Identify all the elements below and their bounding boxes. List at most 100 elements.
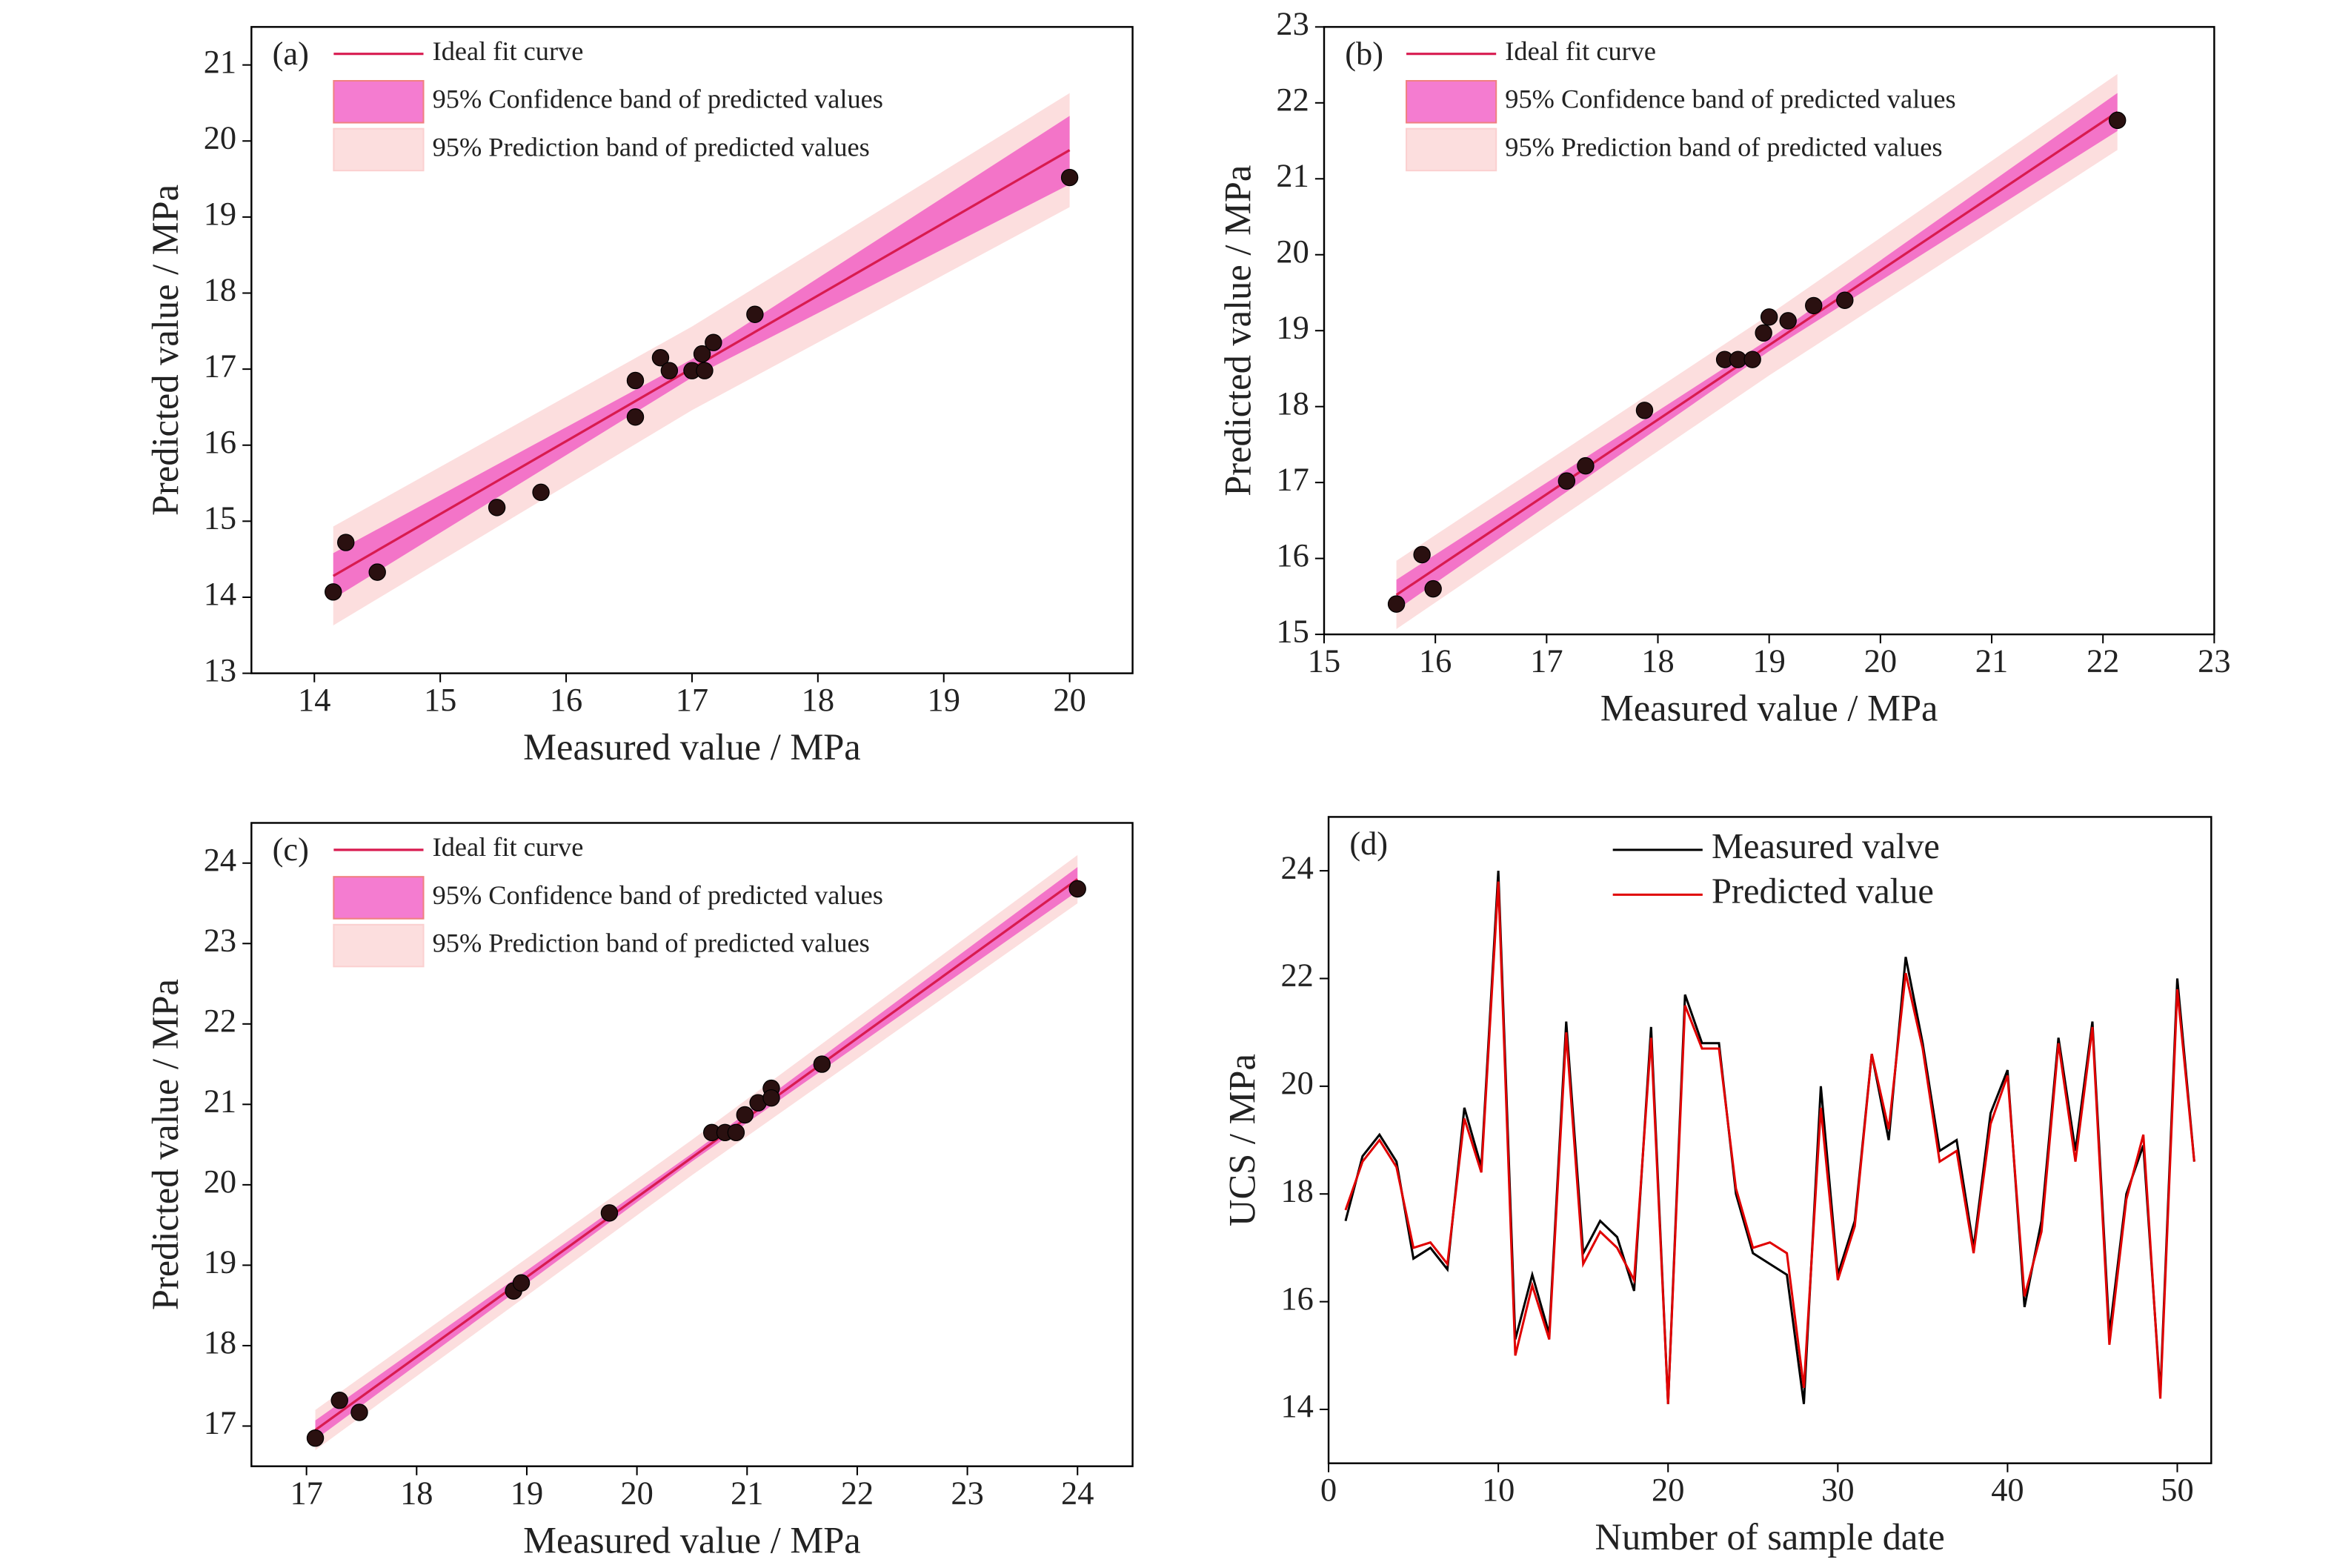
point: [1755, 324, 1772, 342]
point: [488, 499, 506, 516]
y-tick-label: 18: [1276, 385, 1309, 422]
series-line: [1344, 871, 2195, 1404]
point: [600, 1204, 619, 1222]
panel-label: (d): [1349, 825, 1388, 862]
point: [2109, 111, 2127, 130]
point: [1805, 296, 1823, 315]
y-tick-label: 15: [1276, 612, 1309, 649]
y-axis-label: Predicted value / MPa: [1217, 165, 1259, 496]
legend-label: Measured valve: [1712, 827, 1940, 866]
x-tick-label: 19: [1752, 642, 1785, 680]
y-tick-label: 16: [1276, 536, 1309, 574]
x-tick-label: 16: [1419, 642, 1452, 680]
point: [1779, 312, 1797, 330]
y-tick-label: 22: [204, 1002, 236, 1039]
x-tick-label: 15: [424, 681, 456, 718]
panel: Ideal fit curve 95% Confidence band of pr…: [144, 822, 1134, 1561]
point: [736, 1106, 754, 1124]
point: [350, 1403, 368, 1421]
y-axis-label: Predicted value / MPa: [144, 185, 186, 516]
y-tick-label: 15: [204, 499, 236, 536]
x-tick-label: 18: [400, 1474, 433, 1511]
fit-line: [314, 878, 1079, 1432]
x-tick-label: 14: [298, 681, 330, 718]
y-tick-label: 19: [1276, 308, 1309, 345]
legend-label: 95% Prediction band of predicted values: [433, 928, 870, 957]
y-tick-label: 20: [1276, 233, 1309, 270]
legend-label: Predicted value: [1712, 872, 1934, 911]
y-tick-label: 19: [204, 195, 236, 232]
point: [1729, 351, 1747, 368]
x-tick-label: 21: [1975, 642, 2008, 680]
y-tick-label: 16: [204, 423, 236, 460]
x-tick-label: 20: [1864, 642, 1897, 680]
legend-patch: [333, 127, 425, 172]
x-tick-label: 23: [951, 1474, 983, 1511]
panel-label: (a): [273, 35, 309, 72]
point: [1760, 308, 1778, 326]
x-tick-label: 20: [620, 1474, 653, 1511]
y-tick-label: 21: [1276, 156, 1309, 193]
x-tick-label: 19: [511, 1474, 543, 1511]
x-tick-label: 40: [1991, 1471, 2024, 1508]
plot-frame: [1327, 816, 2212, 1464]
y-axis-label: Predicted value / MPa: [144, 979, 186, 1310]
confidence-band: [1396, 93, 2118, 611]
legend-patch: [333, 876, 425, 920]
x-axis-label: Measured value / MPa: [1600, 688, 1938, 729]
legend-label: 95% Prediction band of predicted values: [1505, 132, 1942, 162]
point: [1836, 291, 1854, 309]
x-tick-label: 18: [1641, 642, 1674, 680]
point: [1743, 351, 1761, 368]
point: [1060, 168, 1079, 187]
legend-label: Ideal fit curve: [433, 36, 584, 66]
point: [651, 349, 670, 367]
y-tick-label: 23: [204, 921, 236, 958]
x-tick-label: 0: [1320, 1471, 1337, 1508]
x-tick-label: 30: [1821, 1471, 1854, 1508]
x-axis-label: Measured value / MPa: [523, 1519, 861, 1561]
point: [532, 483, 550, 502]
x-tick-label: 10: [1482, 1471, 1515, 1508]
legend-label: 95% Confidence band of predicted values: [433, 880, 883, 910]
x-tick-label: 21: [731, 1474, 763, 1511]
point: [626, 408, 645, 426]
point: [306, 1429, 325, 1447]
point: [330, 1392, 348, 1409]
point: [512, 1274, 531, 1292]
panel-label: (b): [1345, 35, 1383, 72]
x-tick-label: 20: [1652, 1471, 1684, 1508]
x-tick-label: 23: [2198, 642, 2230, 680]
x-axis-label: Measured value / MPa: [523, 726, 861, 768]
y-tick-label: 13: [204, 651, 236, 688]
x-axis-label: Number of sample date: [1595, 1516, 1945, 1558]
legend-label: Ideal fit curve: [433, 832, 584, 862]
y-tick-label: 17: [204, 1404, 236, 1441]
point: [1413, 545, 1431, 564]
legend-patch: [333, 923, 425, 968]
y-tick-label: 18: [204, 271, 236, 308]
x-tick-label: 17: [676, 681, 708, 718]
y-tick-label: 22: [1276, 81, 1309, 118]
x-tick-label: 22: [841, 1474, 874, 1511]
y-tick-label: 22: [1280, 957, 1313, 994]
x-tick-label: 15: [1308, 642, 1340, 680]
fit-line: [1395, 110, 2118, 597]
point: [727, 1123, 745, 1142]
legend-patch: [333, 80, 425, 124]
y-tick-label: 18: [204, 1323, 236, 1361]
x-tick-label: 50: [2161, 1471, 2193, 1508]
y-tick-label: 14: [1280, 1387, 1313, 1424]
y-axis-label: UCS / MPa: [1222, 1054, 1263, 1226]
y-tick-label: 20: [204, 119, 236, 156]
y-tick-label: 24: [204, 841, 236, 878]
point: [762, 1089, 780, 1107]
x-tick-label: 17: [1530, 642, 1563, 680]
point: [746, 305, 764, 323]
plot-frame: [250, 822, 1134, 1467]
point: [1068, 880, 1086, 898]
legend-label: 95% Prediction band of predicted values: [433, 132, 870, 162]
point: [1424, 579, 1442, 598]
point: [1635, 402, 1654, 419]
